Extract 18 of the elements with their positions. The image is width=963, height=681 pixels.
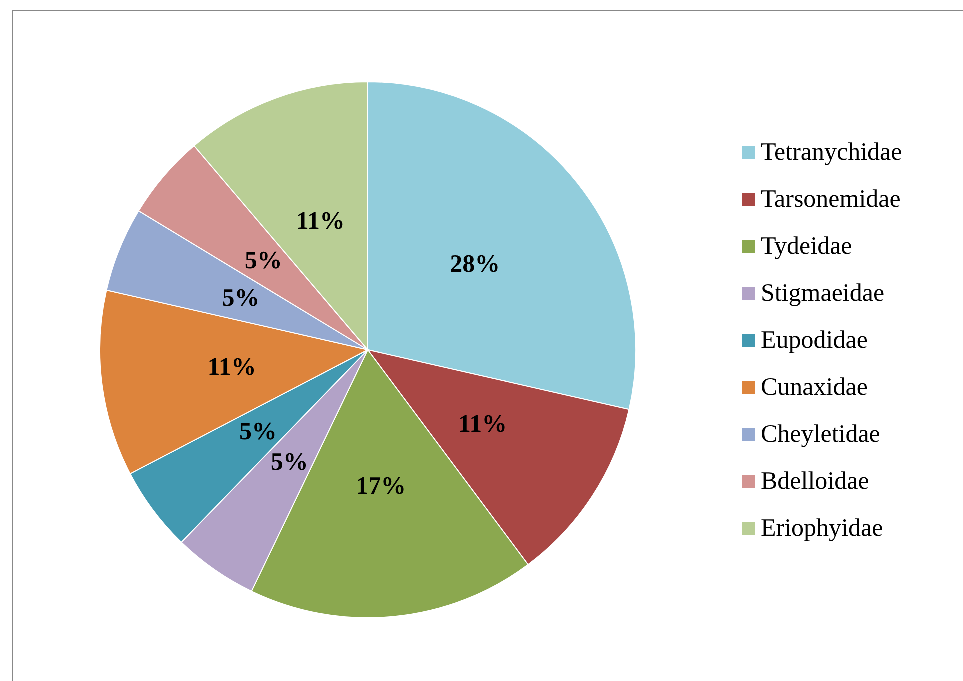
data-label: 5%: [239, 418, 277, 446]
legend-label: Eupodidae: [761, 327, 868, 354]
legend-label: Stigmaeidae: [761, 280, 885, 307]
data-label: 11%: [296, 208, 345, 235]
legend-label: Tetranychidae: [761, 139, 902, 166]
data-label: 5%: [244, 248, 282, 275]
data-label: 5%: [270, 448, 308, 476]
legend-label: Eriophyidae: [761, 515, 884, 542]
legend-label: Cheyletidae: [761, 421, 880, 448]
legend-label: Tarsonemidae: [761, 186, 901, 213]
data-label: 28%: [450, 251, 500, 278]
legend-label: Bdelloidae: [761, 468, 870, 495]
data-label: 17%: [356, 472, 406, 500]
data-label: 11%: [458, 411, 508, 438]
data-label: 5%: [222, 285, 260, 312]
legend-label: Cunaxidae: [761, 374, 868, 401]
legend-label: Tydeidae: [761, 233, 852, 260]
data-label: 11%: [208, 354, 256, 382]
